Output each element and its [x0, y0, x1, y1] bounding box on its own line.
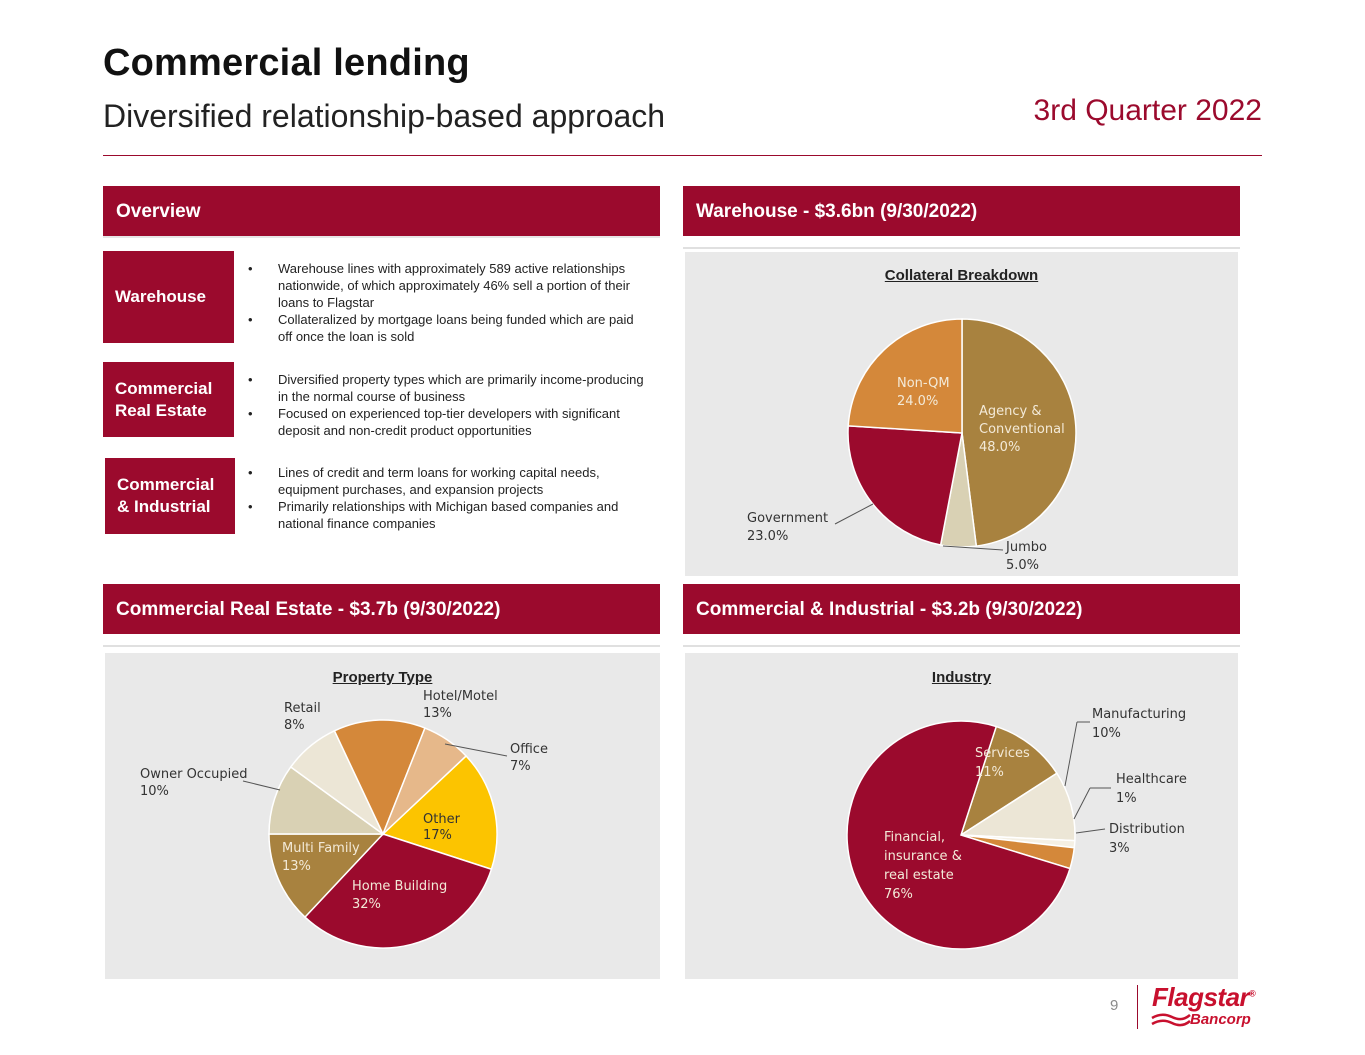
overview-heading: Overview — [103, 186, 660, 236]
chart-title: Industry — [931, 669, 992, 686]
chart-title: Property Type — [332, 669, 433, 686]
pie-slice-owner-occupied — [268, 765, 386, 835]
leader-line — [834, 503, 874, 525]
pie-slice-other — [381, 754, 498, 871]
logo-divider — [1137, 985, 1138, 1029]
cre-bullets: Diversified property types which are pri… — [246, 371, 651, 439]
pie-slice-non-qm — [847, 318, 963, 434]
flagstar-logo: Flagstar® — [1152, 982, 1256, 1012]
slice-label: Home Building 32% — [352, 879, 447, 912]
ci-bullets: Lines of credit and term loans for worki… — [246, 464, 651, 532]
slice-label: Multi Family 13% — [282, 841, 360, 874]
bullet-item: Focused on experienced top-tier develope… — [246, 405, 651, 439]
industry-pie-chart: Services 11% Manufacturing 10% Healthcare 1… — [846, 707, 1187, 950]
bullet-item: Collateralized by mortgage loans being f… — [246, 311, 651, 345]
slice-label: Office 7% — [510, 742, 548, 774]
collateral-pie-chart: Agency & Conventional 48.0% Jumbo 5.0% Gove… — [747, 318, 1077, 573]
leader-line — [444, 743, 508, 757]
chart-title: Collateral Breakdown — [884, 267, 1039, 284]
pie-slice-services — [959, 725, 1058, 837]
bullet-item: Lines of credit and term loans for worki… — [246, 464, 651, 498]
slice-label: Non-QM 24.0% — [897, 376, 950, 409]
pie-slice-agency-conventional — [961, 318, 1077, 547]
slice-label: Jumbo 5.0% — [1005, 540, 1047, 573]
slice-label: Distribution 3% — [1109, 822, 1185, 856]
pie-slice-hotel-motel — [333, 719, 426, 836]
warehouse-chart-panel: Collateral Breakdown Agency & Conventiona… — [685, 252, 1238, 576]
pie-slice-office — [382, 727, 468, 835]
panel-divider — [103, 645, 660, 647]
cre-heading: Commercial Real Estate - $3.7b (9/30/202… — [103, 584, 660, 634]
ci-chart-panel: Industry Services 11% Manufacturing 10% He… — [685, 653, 1238, 979]
slice-label: Financial, insurance & real estate 76% — [884, 830, 962, 902]
bullet-item: Diversified property types which are pri… — [246, 371, 651, 405]
pie-slice-government — [847, 425, 963, 546]
bullet-item: Primarily relationships with Michigan ba… — [246, 498, 651, 532]
page-title: Commercial lending — [103, 42, 470, 84]
slice-label: Services 11% — [975, 746, 1030, 780]
logo-bancorp: Bancorp — [1190, 1011, 1251, 1028]
ci-label: Commercial & Industrial — [105, 458, 235, 534]
pie-slice-multi-family — [268, 833, 385, 919]
slice-label: Hotel/Motel 13% — [423, 689, 498, 721]
pie-slice-home-building — [303, 833, 493, 949]
header-divider — [103, 155, 1262, 156]
slice-label: Healthcare 1% — [1116, 772, 1187, 806]
ci-heading: Commercial & Industrial - $3.2b (9/30/20… — [683, 584, 1240, 634]
slice-label: Other 17% — [423, 812, 461, 843]
slice-label: Owner Occupied 10% — [140, 767, 247, 799]
warehouse-bullets: Warehouse lines with approximately 589 a… — [246, 260, 651, 345]
property-type-pie-chart: Other 17% Home Building 32% Multi Family 13… — [140, 689, 548, 949]
logo-swoosh-icon — [1151, 1013, 1191, 1027]
panel-divider — [683, 645, 1240, 647]
slice-label: Retail 8% — [284, 701, 321, 733]
leader-line — [942, 545, 1004, 551]
slice-label: Government 23.0% — [747, 511, 828, 544]
warehouse-label: Warehouse — [103, 251, 234, 343]
cre-chart-panel: Property Type Other 17% Home Building 32% … — [105, 653, 660, 979]
slice-label: Manufacturing 10% — [1092, 707, 1186, 741]
warehouse-heading: Warehouse - $3.6bn (9/30/2022) — [683, 186, 1240, 236]
slice-label: Agency & Conventional 48.0% — [979, 404, 1065, 455]
pie-slice-financial-insurance-real-estate — [846, 720, 1071, 950]
page-number: 9 — [1110, 997, 1119, 1014]
leader-line — [1075, 828, 1106, 834]
cre-label: Commercial Real Estate — [103, 362, 234, 437]
quarter-label: 3rd Quarter 2022 — [1033, 94, 1262, 127]
panel-divider — [683, 247, 1240, 249]
leader-line — [242, 780, 281, 791]
leader-line — [1064, 721, 1078, 787]
bullet-item: Warehouse lines with approximately 589 a… — [246, 260, 651, 311]
page-subtitle: Diversified relationship-based approach — [103, 98, 666, 134]
leader-line — [1073, 787, 1091, 820]
